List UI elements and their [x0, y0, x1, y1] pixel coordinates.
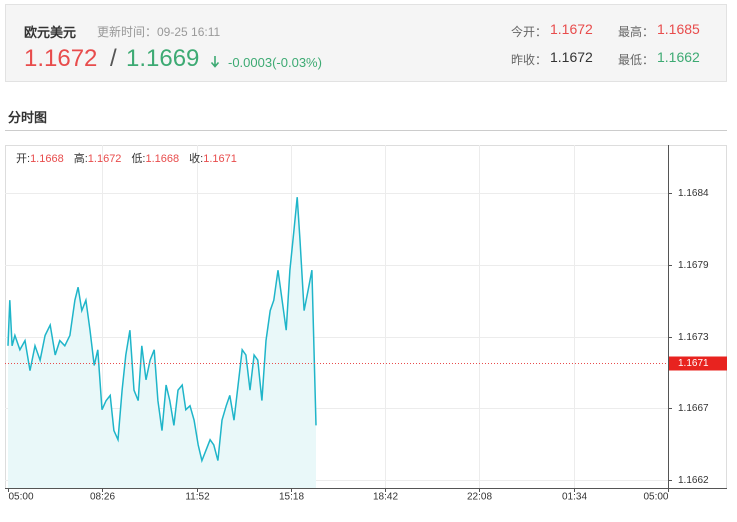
- update-time: 更新时间：09-25 16:11: [97, 25, 221, 39]
- ohlc-value: 1.1668: [30, 153, 64, 165]
- y-tick-label: 1.1662: [678, 475, 709, 486]
- prev: 1.1672: [550, 49, 593, 65]
- ohlc-label: 开:: [16, 153, 30, 165]
- low-label: 最低：: [618, 53, 655, 67]
- y-tick-label: 1.1684: [678, 188, 709, 199]
- ohlc-label: 低:: [131, 152, 145, 165]
- last-price-label: 1.1671: [678, 358, 709, 369]
- y-tick-label: 1.1673: [678, 332, 709, 343]
- y-tick-label: 1.1667: [678, 403, 709, 414]
- prev-label: 昨收：: [511, 53, 548, 67]
- area: [8, 197, 316, 488]
- ohlc-label: 收:: [189, 151, 203, 165]
- y-tick-label: 1.1679: [678, 260, 709, 271]
- x-tick-label: 08:26: [90, 492, 115, 503]
- change: -0.0003(-0.03%): [228, 55, 322, 70]
- x-tick-label: 01:34: [562, 492, 587, 503]
- x-tick-label: 05:00: [9, 492, 34, 503]
- header: 欧元美元 更新时间：09-25 16:11 1.1672 / 1.1669 -0…: [5, 4, 727, 82]
- low: 1.1662: [657, 49, 700, 65]
- x-tick-label: 11:52: [185, 492, 210, 503]
- ohlc-value: 1.1668: [146, 153, 180, 165]
- ohlc-value: 1.1672: [88, 153, 122, 165]
- last-price-box: [669, 356, 727, 371]
- x-tick-label: 18:42: [373, 492, 398, 503]
- price-line: [7, 197, 317, 464]
- down-arrow: [210, 56, 220, 68]
- x-tick-label: 22:08: [467, 492, 492, 503]
- slash: /: [110, 45, 117, 72]
- price2: 1.1669: [126, 45, 200, 72]
- high: 1.1685: [657, 21, 700, 37]
- x-tick-label: 05:00: [643, 492, 668, 503]
- open: 1.1672: [550, 21, 593, 37]
- open-label: 今开：: [511, 25, 548, 39]
- section-title: 分时图: [8, 110, 48, 125]
- price: 1.1672: [24, 45, 98, 72]
- divider: [5, 130, 727, 131]
- x-tick-label: 15:18: [279, 492, 304, 503]
- ohlc-label: 高:: [74, 151, 88, 165]
- ohlc-value: 1.1671: [203, 153, 237, 165]
- high-label: 最高：: [618, 25, 655, 39]
- pair-name: 欧元美元: [24, 25, 77, 40]
